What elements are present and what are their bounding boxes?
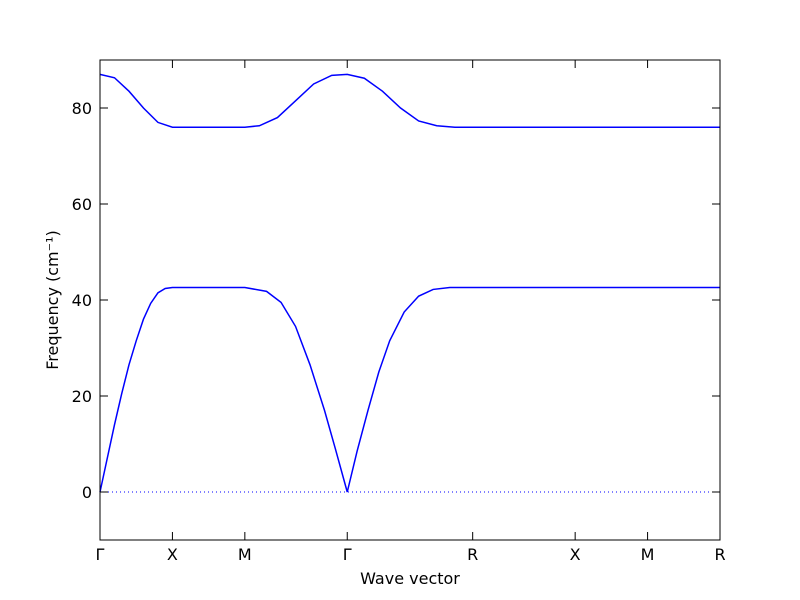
y-tick-label: 60 — [72, 195, 92, 214]
x-tick-label: Γ — [96, 545, 105, 564]
x-tick-label: R — [714, 545, 725, 564]
y-tick-label: 20 — [72, 387, 92, 406]
x-tick-label: Γ — [343, 545, 352, 564]
x-tick-label: X — [570, 545, 581, 564]
band-line — [99, 73, 720, 128]
y-axis-label: Frequency (cm⁻¹) — [43, 230, 62, 369]
y-tick-label: 80 — [72, 99, 92, 118]
band-line — [99, 286, 720, 493]
x-tick-label: M — [238, 545, 252, 564]
x-axis-label: Wave vector — [360, 569, 460, 588]
y-tick-label: 40 — [72, 291, 92, 310]
x-tick-label: M — [641, 545, 655, 564]
y-tick-label: 0 — [82, 483, 92, 502]
x-tick-label: X — [167, 545, 178, 564]
x-tick-label: R — [467, 545, 478, 564]
